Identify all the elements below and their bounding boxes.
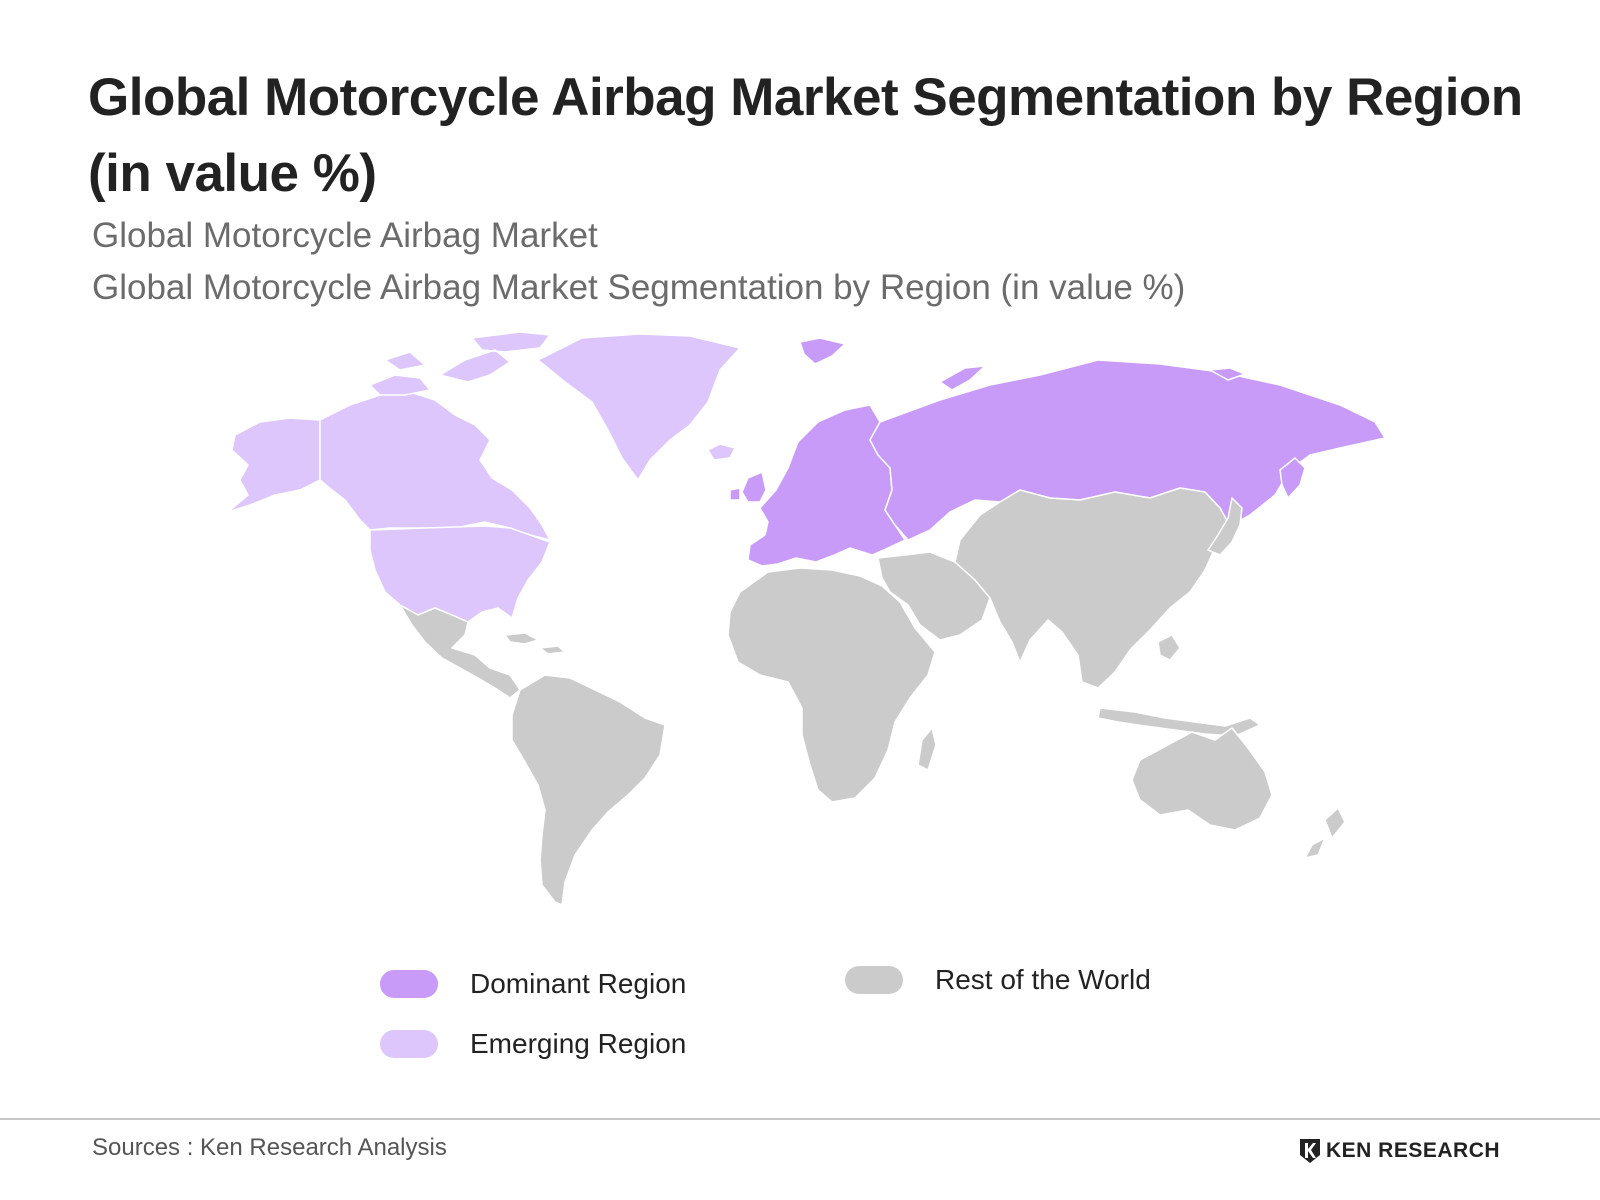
legend-label-rest: Rest of the World	[935, 964, 1151, 995]
region-canada-islands	[369, 331, 551, 396]
region-southeast-asia-islands	[1097, 634, 1261, 737]
legend-swatch-emerging	[380, 1030, 438, 1058]
region-uk-ireland	[729, 471, 767, 503]
legend-rest: Rest of the World	[845, 964, 1151, 996]
region-south-america	[511, 674, 666, 906]
region-canada	[319, 391, 551, 541]
region-svalbard	[799, 337, 846, 365]
region-iceland	[707, 443, 736, 461]
source-note: Sources : Ken Research Analysis	[92, 1134, 447, 1161]
region-caribbean	[504, 632, 566, 655]
region-mexico-central-america	[399, 604, 521, 699]
footer-divider	[0, 1118, 1600, 1120]
region-new-zealand	[1304, 807, 1346, 859]
region-europe	[747, 404, 906, 567]
brand-logo: KEN RESEARCH	[1298, 1138, 1500, 1164]
region-madagascar	[917, 727, 937, 771]
legend-swatch-rest	[845, 966, 903, 994]
subtitle-segmentation: Global Motorcycle Airbag Market Segmenta…	[92, 268, 1186, 307]
page-title: Global Motorcycle Airbag Market Segmenta…	[88, 68, 1523, 203]
subtitle-market: Global Motorcycle Airbag Market	[92, 216, 598, 255]
legend-label-dominant: Dominant Region	[470, 968, 687, 999]
region-asia	[954, 487, 1231, 689]
legend-dominant: Dominant Region	[380, 968, 686, 1000]
region-africa	[727, 567, 936, 803]
legend-swatch-dominant	[380, 970, 438, 998]
region-japan	[1207, 497, 1243, 556]
legend-label-emerging: Emerging Region	[470, 1028, 687, 1059]
world-map	[227, 331, 1386, 906]
region-australia	[1131, 727, 1273, 831]
ken-research-logo-icon	[1300, 1139, 1320, 1163]
region-middle-east	[877, 551, 991, 641]
region-alaska	[227, 417, 321, 513]
region-kamchatka	[1279, 457, 1306, 499]
legend-emerging: Emerging Region	[380, 1028, 686, 1060]
region-greenland	[537, 333, 741, 481]
region-usa	[369, 525, 551, 623]
region-russia-arctic-islands	[939, 365, 1246, 391]
brand-name: KEN RESEARCH	[1326, 1139, 1501, 1162]
